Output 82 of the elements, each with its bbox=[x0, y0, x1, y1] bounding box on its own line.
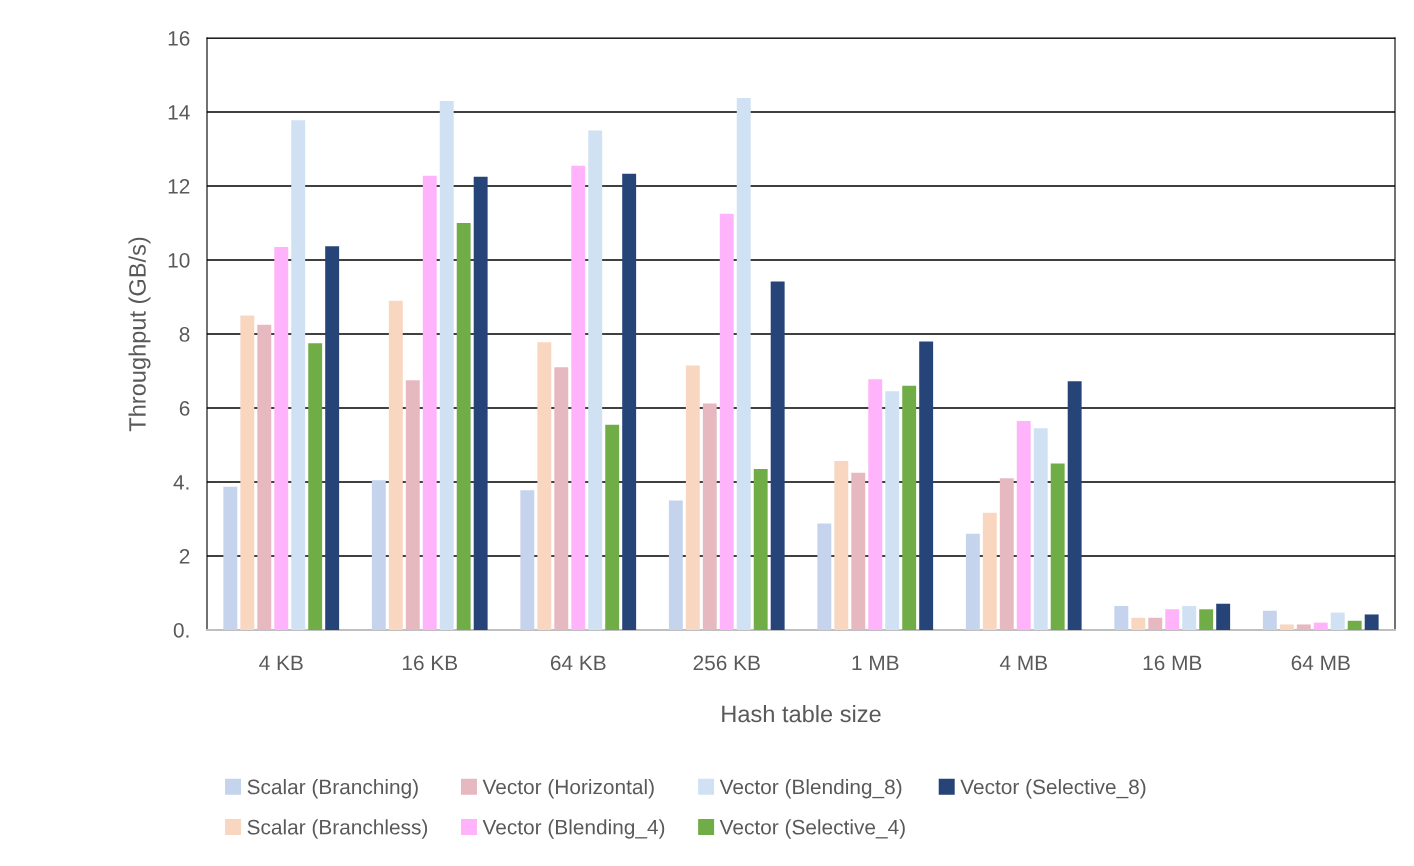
bar bbox=[834, 460, 849, 630]
bar bbox=[885, 391, 900, 630]
bar bbox=[223, 486, 238, 630]
bar bbox=[439, 100, 454, 630]
bar bbox=[1033, 428, 1048, 630]
legend-label: Vector (Selective_8) bbox=[960, 778, 1146, 799]
y-tick-label: 4. bbox=[173, 475, 189, 490]
bar bbox=[308, 343, 323, 630]
bar bbox=[1165, 609, 1180, 630]
bar bbox=[719, 213, 734, 630]
bar bbox=[1067, 381, 1082, 630]
bar bbox=[1050, 463, 1065, 630]
x-tick-label: 16 KB bbox=[402, 655, 458, 671]
y-tick-label: 6 bbox=[179, 401, 190, 416]
y-tick-label: 16 bbox=[168, 31, 190, 46]
bar bbox=[770, 281, 785, 630]
x-tick-label: 16 MB bbox=[1143, 655, 1202, 671]
y-tick-label: 2 bbox=[179, 549, 190, 564]
bar bbox=[473, 176, 488, 630]
bar bbox=[902, 385, 917, 630]
x-tick-label: 4 MB bbox=[999, 655, 1047, 671]
bar bbox=[1313, 622, 1328, 630]
bar bbox=[1216, 603, 1231, 630]
bar bbox=[456, 223, 471, 630]
bar bbox=[999, 478, 1014, 630]
legend-label: Vector (Selective_4) bbox=[719, 819, 905, 839]
bar bbox=[240, 315, 255, 630]
bar bbox=[919, 341, 934, 630]
bar bbox=[257, 324, 272, 630]
y-tick-label: 14 bbox=[168, 105, 190, 120]
bar bbox=[405, 380, 420, 630]
y-tick-label: 10 bbox=[168, 253, 190, 268]
bar bbox=[1296, 624, 1311, 630]
bar bbox=[1262, 610, 1277, 630]
bar bbox=[588, 130, 603, 630]
legend-label: Scalar (Branching) bbox=[247, 778, 418, 799]
bar bbox=[868, 379, 883, 630]
bar bbox=[702, 403, 717, 630]
bar bbox=[982, 512, 997, 630]
legend-label: Vector (Horizontal) bbox=[482, 778, 654, 799]
bar bbox=[571, 165, 586, 630]
y-tick-label: 12 bbox=[168, 179, 190, 194]
bar bbox=[622, 173, 637, 630]
bar bbox=[1016, 420, 1031, 630]
x-tick-label: 64 KB bbox=[550, 655, 606, 671]
bar bbox=[1364, 614, 1379, 630]
y-axis-title: Throughput (GB/s) bbox=[128, 237, 151, 432]
bar bbox=[274, 247, 289, 630]
bar bbox=[422, 175, 437, 630]
bar bbox=[325, 246, 340, 630]
legend-label: Vector (Blending_8) bbox=[719, 778, 902, 799]
bar bbox=[1114, 605, 1129, 630]
x-axis-title: Hash table size bbox=[722, 704, 881, 723]
x-tick-label: 64 MB bbox=[1291, 655, 1350, 671]
bar bbox=[1182, 605, 1197, 630]
bar bbox=[554, 367, 569, 630]
bar bbox=[1199, 609, 1214, 630]
bar bbox=[537, 342, 552, 630]
bar bbox=[851, 472, 866, 630]
x-tick-label: 1 MB bbox=[852, 655, 899, 671]
bar bbox=[1131, 617, 1146, 630]
legend-label: Vector (Blending_4) bbox=[482, 819, 665, 839]
bar bbox=[685, 365, 700, 630]
bar bbox=[1148, 617, 1163, 630]
y-tick-label: 0. bbox=[173, 623, 189, 638]
bar bbox=[965, 533, 980, 630]
x-tick-label: 256 KB bbox=[693, 655, 760, 671]
bar bbox=[753, 469, 768, 630]
bar bbox=[1330, 612, 1345, 630]
bar bbox=[520, 490, 535, 630]
y-tick-label: 8 bbox=[179, 327, 190, 342]
bar bbox=[668, 500, 683, 630]
bar bbox=[1279, 624, 1294, 630]
bar bbox=[605, 424, 620, 630]
bar bbox=[291, 120, 306, 630]
legend-label: Scalar (Branchless) bbox=[247, 819, 428, 839]
bar bbox=[736, 97, 751, 630]
bar bbox=[371, 480, 386, 630]
bar bbox=[1347, 620, 1362, 630]
bar bbox=[388, 300, 403, 630]
bar bbox=[817, 523, 832, 630]
x-tick-label: 4 KB bbox=[259, 655, 303, 671]
